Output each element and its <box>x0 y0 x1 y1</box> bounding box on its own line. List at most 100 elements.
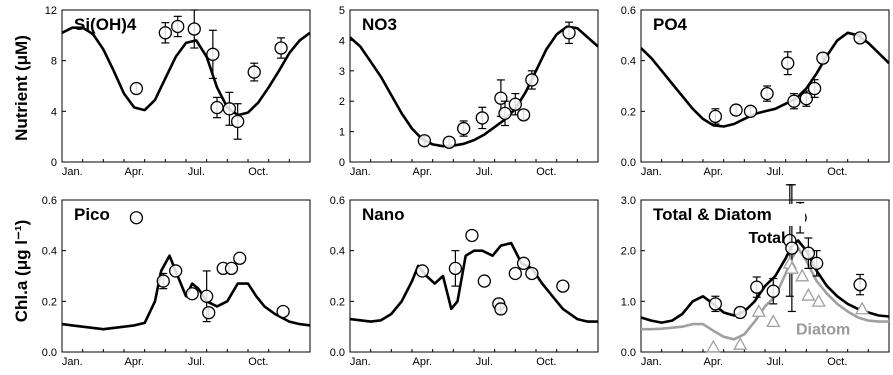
data-point-triangle <box>795 268 810 282</box>
y-tick-label: 5 <box>339 5 345 17</box>
data-point <box>171 19 185 34</box>
y-tick-label: 12 <box>45 5 57 17</box>
ylabel-top: Nutrient (μM) <box>12 35 31 141</box>
data-point <box>187 22 201 36</box>
panel-no3: 0 1 2 3 4 5 Jan. Apr. Jul. Oct. NO3 <box>339 5 599 178</box>
x-tick-label: Apr. <box>125 356 145 368</box>
x-tick-label: Oct. <box>536 166 556 178</box>
data-point <box>807 81 822 96</box>
x-tick-label: Jan. <box>641 356 662 368</box>
x-tick-label: Oct. <box>827 356 847 368</box>
y-tick-label: 0.2 <box>330 296 345 308</box>
data-point <box>206 47 220 61</box>
y-tick-label: 0.2 <box>621 106 636 118</box>
panel-title: NO3 <box>362 15 397 34</box>
data-point <box>129 81 144 96</box>
data-point <box>853 31 867 45</box>
x-tick-label: Jan. <box>62 166 83 178</box>
x-tick-label: Oct. <box>827 166 847 178</box>
panel-title: Si(OH)4 <box>74 15 137 34</box>
data-point <box>508 266 522 281</box>
data-point <box>274 41 288 55</box>
data-point <box>129 211 144 225</box>
x-tick-label: Oct. <box>248 356 268 368</box>
data-point <box>733 305 747 320</box>
data-point <box>743 104 758 118</box>
x-tick-label: Jul. <box>188 166 205 178</box>
y-tick-label: 3 <box>339 66 345 78</box>
x-tick-label: Apr. <box>413 356 433 368</box>
y-tick-label: 0.4 <box>330 246 345 258</box>
data-point <box>415 264 429 278</box>
y-tick-label: 0.6 <box>621 5 636 17</box>
x-tick-label: Apr. <box>125 166 145 178</box>
data-point <box>477 274 491 288</box>
data-point <box>516 108 531 122</box>
data-point-triangle <box>706 339 721 353</box>
data-point <box>787 94 801 108</box>
data-point-triangle <box>855 301 870 315</box>
y-tick-label: 4 <box>51 106 57 118</box>
x-tick-label: Jul. <box>188 356 205 368</box>
data-point <box>224 261 239 276</box>
data-point <box>276 304 290 319</box>
panel-title: Nano <box>362 205 405 224</box>
y-tick-label: 3.0 <box>621 195 636 207</box>
data-point <box>494 302 508 316</box>
panel-title: Total & Diatom <box>653 205 772 224</box>
data-point <box>810 256 824 270</box>
data-point <box>708 109 723 124</box>
panel-title-bg <box>649 204 805 226</box>
data-point-triangle <box>801 287 816 301</box>
data-point-triangle <box>811 293 826 307</box>
y-tick-label: 1 <box>339 127 345 139</box>
y-tick-label: 0.4 <box>621 56 636 68</box>
data-point <box>442 135 456 149</box>
series-line-0 <box>350 241 598 323</box>
data-point <box>210 100 224 115</box>
data-point <box>516 256 531 270</box>
y-tick-label: 0.4 <box>42 246 57 258</box>
data-point <box>785 241 799 255</box>
data-point <box>222 102 237 116</box>
series-line-0 <box>350 25 598 148</box>
data-point <box>708 297 723 311</box>
y-tick-label: 0.6 <box>330 195 345 207</box>
data-point <box>200 289 214 303</box>
panel-pico: 0.0 0.2 0.4 0.6 Jan. Apr. Jul. Oct. Pico <box>42 195 311 368</box>
y-tick-label: 8 <box>51 56 57 68</box>
data-point <box>816 51 830 65</box>
data-point <box>156 274 170 288</box>
y-tick-label: 2.0 <box>621 246 636 258</box>
data-point <box>185 287 199 301</box>
data-point <box>158 26 172 40</box>
x-tick-label: Apr. <box>704 356 724 368</box>
x-tick-label: Jan. <box>350 166 371 178</box>
y-tick-label: 0 <box>339 157 345 169</box>
data-point <box>525 73 539 87</box>
data-point <box>781 56 795 70</box>
data-point-triangle <box>751 304 766 317</box>
data-point <box>729 103 743 117</box>
x-tick-label: Oct. <box>536 356 556 368</box>
data-point <box>801 246 816 260</box>
data-point <box>202 306 216 320</box>
series-line-diatom <box>641 246 889 341</box>
y-tick-label: 0.2 <box>42 296 57 308</box>
data-point <box>799 92 813 106</box>
data-point <box>562 26 576 40</box>
data-point-triangle <box>766 314 781 328</box>
data-point <box>556 279 570 293</box>
data-point <box>525 266 539 281</box>
series-line-total <box>641 239 889 324</box>
data-point <box>766 284 780 298</box>
y-tick-label: 0.6 <box>42 195 57 207</box>
panel-nano: 0.0 0.2 0.4 0.6 Jan. Apr. Jul. Oct. Nano <box>330 195 599 368</box>
x-tick-label: Jan. <box>350 356 371 368</box>
data-point <box>498 106 512 121</box>
y-tick-label: 0.0 <box>330 347 345 359</box>
data-point <box>760 86 774 101</box>
y-tick-label: 0.0 <box>42 347 57 359</box>
data-point <box>417 134 432 148</box>
